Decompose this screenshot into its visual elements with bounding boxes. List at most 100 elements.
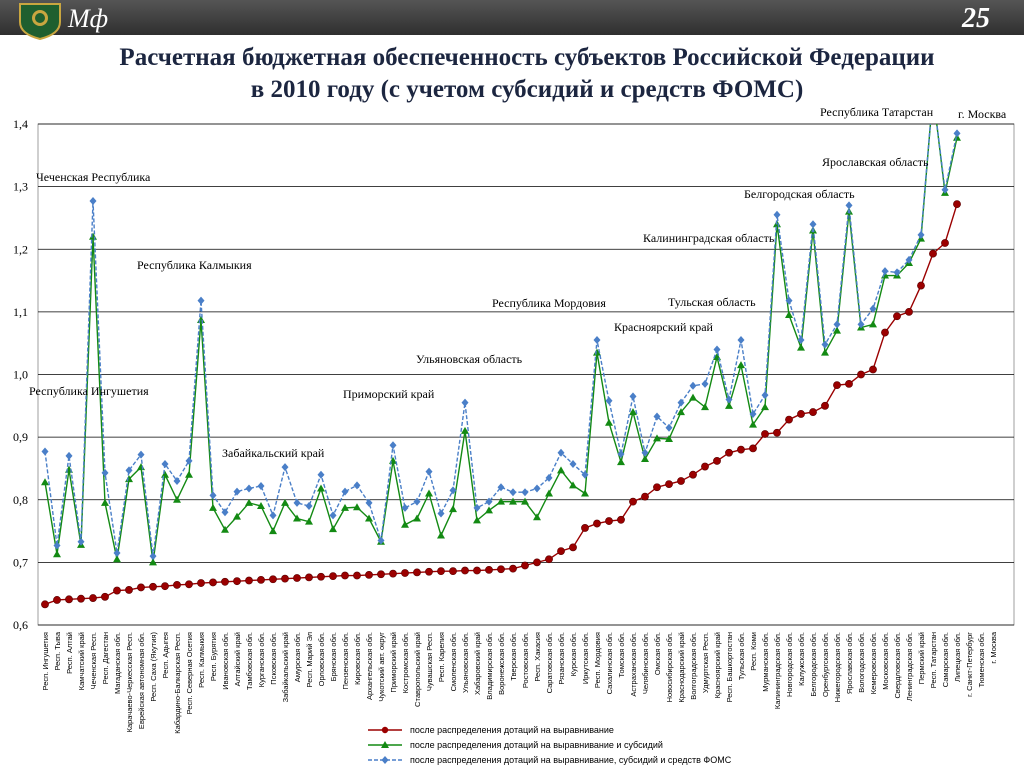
y-tick-label: 1,3 xyxy=(13,180,28,194)
data-point xyxy=(41,447,49,456)
x-tick-label: Респ. Дагестан xyxy=(101,632,110,684)
data-point xyxy=(197,296,205,305)
data-point xyxy=(701,379,709,388)
data-point xyxy=(269,527,277,535)
x-tick-label: Краснодарский край xyxy=(677,632,686,703)
x-tick-label: Рязанская обл. xyxy=(557,632,566,685)
x-tick-label: Ленинградская обл. xyxy=(905,632,914,701)
data-point xyxy=(425,489,433,497)
x-tick-label: Респ. Марий Эл xyxy=(305,632,314,687)
data-point xyxy=(161,460,169,469)
data-point xyxy=(257,502,265,510)
data-point xyxy=(281,463,289,472)
x-tick-label: Респ. Ингушетия xyxy=(41,632,50,690)
data-point xyxy=(509,564,517,573)
x-tick-label: Новгородская обл. xyxy=(785,632,794,697)
y-tick-label: 1,4 xyxy=(13,117,28,131)
x-tick-label: Чеченская Респ. xyxy=(89,632,98,689)
data-point xyxy=(209,491,217,500)
data-point xyxy=(821,348,829,356)
data-point xyxy=(185,470,193,478)
data-point xyxy=(869,365,877,374)
data-point xyxy=(773,428,781,437)
data-point xyxy=(377,570,385,579)
data-point xyxy=(509,488,517,497)
x-tick-label: Респ. Тыва xyxy=(53,631,62,670)
x-tick-label: Саратовская обл. xyxy=(545,632,554,693)
data-point xyxy=(53,550,61,558)
data-point xyxy=(833,381,841,390)
data-point xyxy=(737,361,745,369)
data-point xyxy=(41,478,49,486)
data-point xyxy=(761,430,769,438)
data-point xyxy=(725,448,733,457)
x-tick-label: Ивановская обл. xyxy=(221,632,230,690)
x-tick-label: Ростовская обл. xyxy=(521,632,530,688)
data-point xyxy=(797,336,805,345)
x-tick-label: Кемеровская обл. xyxy=(869,632,878,694)
x-tick-label: г. Санкт-Петербург xyxy=(965,632,974,697)
data-point xyxy=(461,398,469,407)
data-point xyxy=(173,581,181,589)
data-point xyxy=(917,281,925,290)
data-point xyxy=(845,379,853,388)
x-tick-label: Курганская обл. xyxy=(257,632,266,687)
y-tick-label: 0,6 xyxy=(13,618,28,632)
data-point xyxy=(53,541,61,550)
data-point xyxy=(485,565,493,574)
data-point xyxy=(341,487,349,496)
data-point xyxy=(125,586,133,594)
data-point xyxy=(497,483,505,492)
data-point xyxy=(821,401,829,410)
x-tick-label: Воронежская обл. xyxy=(497,632,506,695)
annotation: Тульская область xyxy=(668,295,756,309)
data-point xyxy=(893,268,901,277)
data-point xyxy=(725,395,733,404)
annotation: Республика Ингушетия xyxy=(29,384,149,398)
chart-title: в 2010 году (с учетом субсидий и средств… xyxy=(251,76,804,103)
data-point xyxy=(785,415,793,424)
data-point xyxy=(449,567,457,576)
x-tick-label: Сахалинская обл. xyxy=(605,632,614,694)
x-tick-label: Красноярский край xyxy=(713,632,722,698)
data-point xyxy=(269,575,277,584)
data-point xyxy=(317,484,325,492)
data-point xyxy=(365,514,373,522)
x-tick-label: Смоленская обл. xyxy=(449,632,458,691)
data-point xyxy=(689,381,697,390)
data-point xyxy=(209,578,217,587)
data-point xyxy=(425,567,433,576)
data-point xyxy=(53,596,61,604)
x-tick-label: Владимирская обл. xyxy=(485,632,494,700)
x-tick-label: Пензенская обл. xyxy=(341,632,350,689)
data-point xyxy=(677,408,685,416)
data-point xyxy=(245,498,253,506)
data-point xyxy=(149,558,157,566)
x-tick-label: Псковская обл. xyxy=(269,632,278,685)
data-point xyxy=(521,561,529,570)
data-point xyxy=(473,516,481,524)
plot-area xyxy=(41,124,961,609)
data-point xyxy=(617,458,625,466)
data-point xyxy=(113,548,121,557)
data-point xyxy=(305,573,313,582)
annotation: Белгородская область xyxy=(744,187,855,201)
data-point xyxy=(869,304,877,313)
data-point xyxy=(893,312,901,321)
data-point xyxy=(257,481,265,490)
series-line xyxy=(44,124,958,557)
annotation: Республика Мордовия xyxy=(492,296,606,310)
x-tick-label: Забайкальский край xyxy=(281,632,290,702)
x-tick-label: Респ. Северная Осетия xyxy=(185,632,194,714)
x-tick-label: Архангельская обл. xyxy=(365,632,374,700)
data-point xyxy=(413,497,421,506)
x-tick-label: Калининградская обл. xyxy=(773,632,782,709)
data-point xyxy=(701,462,709,471)
data-point xyxy=(149,582,157,591)
data-point xyxy=(449,505,457,513)
data-point xyxy=(629,408,637,416)
x-tick-label: Московская обл. xyxy=(881,632,890,690)
x-tick-label: Костромская обл. xyxy=(401,632,410,693)
data-point xyxy=(701,403,709,411)
